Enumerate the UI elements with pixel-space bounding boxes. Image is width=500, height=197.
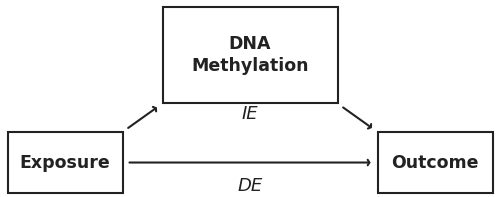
FancyBboxPatch shape	[378, 132, 492, 193]
FancyBboxPatch shape	[8, 132, 122, 193]
Text: DNA
Methylation: DNA Methylation	[191, 35, 309, 75]
Text: IE: IE	[242, 105, 258, 123]
Text: Exposure: Exposure	[20, 153, 110, 172]
Text: Outcome: Outcome	[391, 153, 479, 172]
FancyBboxPatch shape	[162, 7, 338, 103]
Text: DE: DE	[238, 177, 262, 195]
